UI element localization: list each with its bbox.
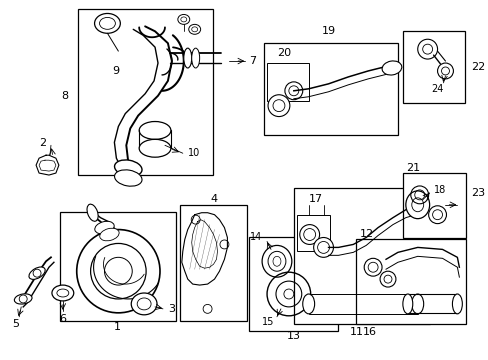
Ellipse shape <box>417 39 437 59</box>
Ellipse shape <box>451 294 461 314</box>
Bar <box>266 63 308 101</box>
Ellipse shape <box>313 238 333 257</box>
Bar <box>180 205 247 321</box>
Bar <box>402 173 466 238</box>
Text: 3: 3 <box>167 304 175 314</box>
Bar <box>249 238 338 331</box>
Ellipse shape <box>137 298 151 310</box>
Ellipse shape <box>94 13 120 33</box>
Text: 22: 22 <box>470 62 485 72</box>
Text: 1: 1 <box>114 322 121 332</box>
Bar <box>356 239 466 324</box>
Ellipse shape <box>302 294 314 314</box>
Bar <box>78 9 212 175</box>
Ellipse shape <box>52 285 74 301</box>
Ellipse shape <box>95 221 114 234</box>
Bar <box>264 43 397 135</box>
Ellipse shape <box>267 95 289 117</box>
Ellipse shape <box>405 191 429 219</box>
Ellipse shape <box>285 82 302 100</box>
Text: 4: 4 <box>209 194 217 204</box>
Text: 16: 16 <box>363 327 376 337</box>
Text: 15: 15 <box>261 317 273 327</box>
Text: 12: 12 <box>360 229 374 239</box>
Ellipse shape <box>131 293 157 315</box>
Ellipse shape <box>139 122 170 139</box>
Text: 23: 23 <box>470 188 485 198</box>
Text: 13: 13 <box>286 330 300 341</box>
Ellipse shape <box>262 246 291 277</box>
Ellipse shape <box>114 170 142 186</box>
Text: 10: 10 <box>187 148 200 158</box>
Text: 8: 8 <box>61 91 69 101</box>
Text: 18: 18 <box>433 185 445 195</box>
Ellipse shape <box>114 160 142 176</box>
Ellipse shape <box>411 294 423 314</box>
Ellipse shape <box>29 267 45 279</box>
Ellipse shape <box>100 228 119 241</box>
Text: 21: 21 <box>405 163 419 173</box>
Ellipse shape <box>272 256 281 266</box>
Text: 2: 2 <box>40 138 46 148</box>
Ellipse shape <box>303 229 315 240</box>
Ellipse shape <box>422 44 432 54</box>
Text: 7: 7 <box>249 56 256 66</box>
Ellipse shape <box>317 242 329 253</box>
Bar <box>296 215 330 251</box>
Ellipse shape <box>437 63 452 79</box>
Ellipse shape <box>139 139 170 157</box>
Text: 9: 9 <box>112 66 119 76</box>
Ellipse shape <box>87 204 98 221</box>
Ellipse shape <box>188 24 200 34</box>
Bar <box>402 31 465 103</box>
Text: 14: 14 <box>249 231 262 242</box>
Ellipse shape <box>181 17 186 22</box>
Text: 5: 5 <box>12 319 19 329</box>
Ellipse shape <box>14 294 32 304</box>
Text: 11: 11 <box>349 327 364 337</box>
Text: 17: 17 <box>308 194 322 204</box>
Ellipse shape <box>57 289 69 297</box>
Ellipse shape <box>267 251 285 271</box>
Ellipse shape <box>178 14 189 24</box>
Polygon shape <box>182 213 227 285</box>
Bar <box>293 188 429 324</box>
Ellipse shape <box>402 294 412 314</box>
Text: 6: 6 <box>59 314 66 324</box>
Text: 19: 19 <box>321 26 335 36</box>
Ellipse shape <box>441 67 448 75</box>
Ellipse shape <box>272 100 285 112</box>
Ellipse shape <box>381 61 401 75</box>
Ellipse shape <box>183 48 191 68</box>
Ellipse shape <box>411 198 423 212</box>
Text: 24: 24 <box>430 84 443 94</box>
Ellipse shape <box>191 27 197 32</box>
Ellipse shape <box>299 225 319 244</box>
Text: 20: 20 <box>276 48 290 58</box>
Bar <box>60 212 176 321</box>
Ellipse shape <box>191 48 199 68</box>
Ellipse shape <box>100 17 115 29</box>
Ellipse shape <box>288 86 298 96</box>
